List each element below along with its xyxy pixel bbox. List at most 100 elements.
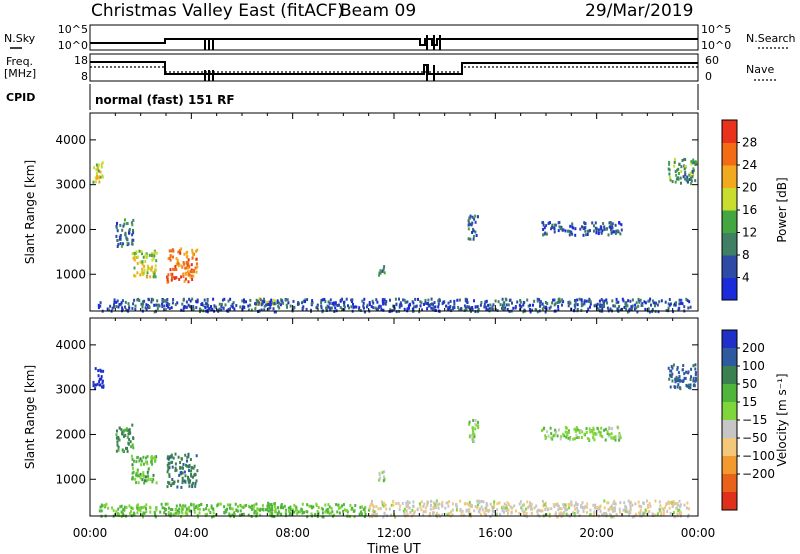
data-cell bbox=[519, 300, 522, 304]
data-cell bbox=[278, 306, 281, 310]
data-cell bbox=[212, 507, 215, 511]
data-cell bbox=[92, 384, 95, 388]
data-cell bbox=[233, 515, 235, 519]
data-cell bbox=[611, 427, 614, 431]
data-cell bbox=[576, 298, 579, 302]
data-cell bbox=[541, 302, 544, 306]
data-cell bbox=[170, 278, 173, 282]
data-cell bbox=[668, 377, 671, 381]
data-cell bbox=[509, 298, 512, 302]
data-cell bbox=[329, 298, 332, 302]
data-cell bbox=[574, 233, 577, 237]
data-cell bbox=[388, 507, 391, 511]
data-cell bbox=[601, 307, 604, 311]
data-cell bbox=[185, 463, 187, 467]
data-cell bbox=[539, 300, 542, 304]
data-cell bbox=[248, 505, 250, 509]
data-cell bbox=[164, 299, 167, 303]
data-cell bbox=[610, 222, 613, 226]
data-cell bbox=[378, 478, 381, 482]
data-cell bbox=[648, 510, 651, 514]
colorbar-swatch bbox=[722, 384, 737, 403]
data-cell bbox=[544, 310, 547, 314]
data-cell bbox=[94, 387, 97, 391]
data-cell bbox=[615, 297, 618, 301]
data-cell bbox=[233, 513, 236, 517]
data-cell bbox=[324, 510, 327, 514]
data-cell bbox=[152, 473, 155, 477]
data-cell bbox=[660, 511, 663, 515]
data-cell bbox=[642, 501, 645, 505]
data-cell bbox=[122, 512, 125, 516]
data-cell bbox=[671, 180, 674, 184]
data-cell bbox=[690, 162, 693, 166]
nsky-label: N.Sky bbox=[4, 32, 36, 45]
data-cell bbox=[503, 303, 506, 307]
data-cell bbox=[301, 301, 304, 305]
data-cell bbox=[534, 308, 537, 311]
data-cell bbox=[522, 511, 525, 515]
data-cell bbox=[174, 462, 177, 466]
data-cell bbox=[168, 466, 171, 470]
data-cell bbox=[271, 508, 274, 512]
data-cell bbox=[349, 503, 352, 507]
data-cell bbox=[412, 512, 415, 516]
data-cell bbox=[343, 305, 346, 309]
data-cell bbox=[583, 432, 586, 436]
data-cell bbox=[421, 308, 423, 312]
data-cell bbox=[551, 301, 554, 305]
data-cell bbox=[690, 179, 693, 183]
data-cell bbox=[383, 301, 386, 305]
y-tick-label: 4000 bbox=[55, 338, 86, 352]
data-cell bbox=[128, 231, 130, 235]
data-cell bbox=[476, 305, 479, 309]
data-cell bbox=[589, 508, 592, 512]
data-cell bbox=[261, 301, 264, 305]
data-cell bbox=[558, 512, 561, 516]
data-cell bbox=[112, 305, 115, 309]
data-cell bbox=[406, 513, 409, 517]
data-cell bbox=[631, 298, 634, 302]
data-cell bbox=[547, 434, 550, 438]
data-cell bbox=[437, 302, 440, 306]
data-cell bbox=[97, 374, 100, 378]
data-cell bbox=[364, 513, 367, 517]
data-cell bbox=[132, 256, 135, 260]
data-cell bbox=[120, 302, 123, 306]
data-cell bbox=[101, 379, 104, 383]
data-cell bbox=[189, 458, 192, 461]
data-cell bbox=[130, 510, 132, 514]
data-cell bbox=[582, 233, 585, 237]
data-cell bbox=[575, 426, 578, 430]
data-cell bbox=[187, 478, 190, 482]
data-cell bbox=[188, 469, 190, 473]
data-cell bbox=[604, 427, 607, 431]
data-cell bbox=[588, 438, 591, 442]
data-cell bbox=[569, 502, 572, 506]
data-cell bbox=[168, 307, 171, 310]
data-cell bbox=[574, 429, 577, 433]
data-cell bbox=[270, 301, 273, 305]
data-cell bbox=[178, 277, 181, 281]
data-cell bbox=[687, 383, 690, 387]
data-cell bbox=[306, 298, 309, 302]
data-cell bbox=[656, 303, 659, 307]
data-cell bbox=[447, 307, 450, 311]
data-cell bbox=[120, 504, 123, 508]
data-cell bbox=[613, 499, 616, 503]
data-cell bbox=[467, 227, 470, 231]
data-cell bbox=[669, 385, 672, 389]
data-cell bbox=[188, 480, 191, 484]
data-cell bbox=[605, 298, 608, 302]
data-cell bbox=[676, 385, 679, 389]
data-cell bbox=[375, 298, 378, 302]
colorbar-tick-label: 15 bbox=[742, 395, 757, 409]
data-cell bbox=[595, 231, 598, 235]
data-cell bbox=[123, 429, 126, 433]
data-cell bbox=[135, 256, 138, 259]
data-cell bbox=[95, 168, 98, 172]
data-cell bbox=[153, 303, 156, 307]
data-cell bbox=[121, 299, 124, 303]
data-cell bbox=[450, 510, 453, 514]
data-cell bbox=[524, 507, 527, 511]
